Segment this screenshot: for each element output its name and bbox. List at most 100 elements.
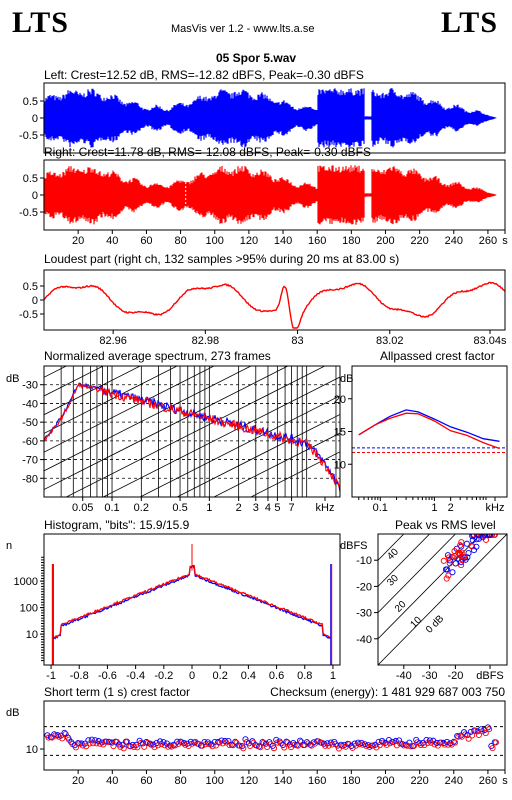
histogram-xtick-6: 0.2 [213,670,228,682]
shortterm-point-148-1 [294,742,301,749]
shortterm-point-172-0 [334,742,341,749]
shortterm-point-264-1 [492,739,500,746]
loudest-title: Loudest part (right ch, 132 samples >95%… [44,252,399,266]
shortterm-point-254-1 [475,731,482,738]
right-wave-xtick-7: 160 [308,235,326,247]
shortterm-ylabel: dB [6,707,19,719]
shortterm-point-54-1 [134,744,141,751]
peakrms-point-37 [443,575,450,582]
spectrum-xtick-4: 1 [206,502,212,514]
shortterm-point-232-1 [438,739,445,746]
shortterm-point-126-0 [256,743,263,750]
shortterm-point-186-0 [358,739,365,746]
shortterm-point-108-0 [225,738,232,745]
right-wave-xtick-10: 220 [410,235,428,247]
peakrms-diag-label-1: 30 [385,573,401,589]
peakrms-frame [377,533,508,666]
loudest-xtick-0: 82.96 [99,335,127,347]
peakrms-ylabel: dBFS [340,540,368,552]
peakrms-point-11 [440,557,447,564]
spectrum-xtick-2: 0.2 [134,502,149,514]
shortterm-point-36-1 [103,738,110,745]
loudest-xtick-4: 83.04s [473,335,507,347]
peakrms-xtick-1: -30 [422,670,438,682]
peakrms-diag-label-0: 40 [385,546,401,562]
peakrms-point-66 [470,534,477,539]
crest-ytick-0: 20 [334,394,346,406]
right-wave-xtick-5: 120 [240,235,258,247]
spectrum-slope-13 [102,376,340,497]
shortterm-point-248-1 [465,735,472,742]
histogram-xtick-9: 0.8 [297,670,312,682]
right-wave-ytick-1: 0 [32,190,38,202]
shortterm-point-262-1 [489,745,496,752]
peakrms-point-1 [458,562,465,569]
spectrum-ytick-4: -70 [22,455,38,467]
peakrms-diag-2 [378,534,456,614]
spectrum-slope-17 [250,451,340,497]
right-wave-title: Right: Crest=11.78 dB, RMS=-12.08 dBFS, … [44,145,371,159]
shortterm-point-242-0 [454,732,461,740]
left-wave-ytick-0: 0.5 [23,96,38,108]
shortterm-point-146-1 [291,741,298,748]
shortterm-point-116-1 [240,745,247,752]
spectrum-slope-10 [44,366,252,472]
peakrms-point-68 [479,534,486,541]
peakrms-point-28 [452,560,459,567]
histogram-xtick-8: 0.6 [269,670,284,682]
shortterm-point-56-1 [137,740,144,747]
loudest-ytick-1: 0 [32,295,38,307]
shortterm-point-60-0 [143,738,150,746]
spectrum-ytick-3: -60 [22,436,38,448]
shortterm-point-260-0 [484,724,491,731]
shortterm-xtick-1: 40 [106,775,118,787]
spectrum-xtick-7: 4 [265,502,271,514]
right-wave-xtick-8: 180 [342,235,360,247]
peakrms-plot [378,534,507,665]
shortterm-point-214-0 [406,739,413,746]
spectrum-ylabel: dB [6,373,19,385]
histogram-xtick-0: -1 [46,670,56,682]
peakrms-ytick-1: -20 [356,581,372,593]
peakrms-point-65 [461,553,468,560]
peakrms-point-63 [456,551,464,558]
histogram-ytick-0: 1000 [14,576,38,588]
histogram-ytick-2: 10 [26,629,38,641]
shortterm-point-38-1 [107,739,114,746]
file-name: 05 Spor 5.wav [216,51,297,65]
right-wave-ytick-2: -0.5 [19,207,38,219]
shortterm-xtick-12: 260 [479,775,497,787]
histogram-xtick-5: 0 [189,670,195,682]
logo-left: LTS [12,6,69,39]
shortterm-point-120-1 [247,742,254,750]
left-wave-ytick-1: 0 [32,113,38,125]
peakrms-title: Peak vs RMS level [395,518,496,532]
peakrms-point-19 [446,560,453,567]
shortterm-point-30-0 [92,737,99,744]
shortterm-point-58-1 [141,743,148,750]
crest-xtick-1: 1 [431,502,437,514]
right-wave-xtick-0: 20 [72,235,84,247]
spectrum-slope-8 [44,366,178,434]
histogram-xtick-2: -0.6 [98,670,117,682]
peakrms-point-51 [488,534,495,538]
shortterm-point-146-0 [290,739,297,747]
shortterm-point-8-0 [54,732,61,739]
shortterm-point-196-0 [375,738,382,745]
shortterm-point-12-0 [61,729,68,736]
shortterm-point-216-1 [410,742,418,749]
peakrms-diag-1 [378,534,431,587]
shortterm-point-72-0 [163,740,170,747]
histogram-right-line [52,564,331,639]
shortterm-xtick-10: 220 [410,775,428,787]
right-wave-xtick-2: 60 [140,235,152,247]
spectrum-right-line [44,381,340,488]
shortterm-point-100-0 [211,738,218,746]
shortterm-point-150-0 [297,737,304,744]
shortterm-point-58-0 [139,740,147,747]
histogram-left-line [52,565,331,640]
shortterm-point-138-0 [276,738,283,745]
crest-title: Allpassed crest factor [380,349,495,363]
right-wave-ytick-0: 0.5 [23,173,38,185]
peakrms-ytick-3: -40 [356,634,372,646]
